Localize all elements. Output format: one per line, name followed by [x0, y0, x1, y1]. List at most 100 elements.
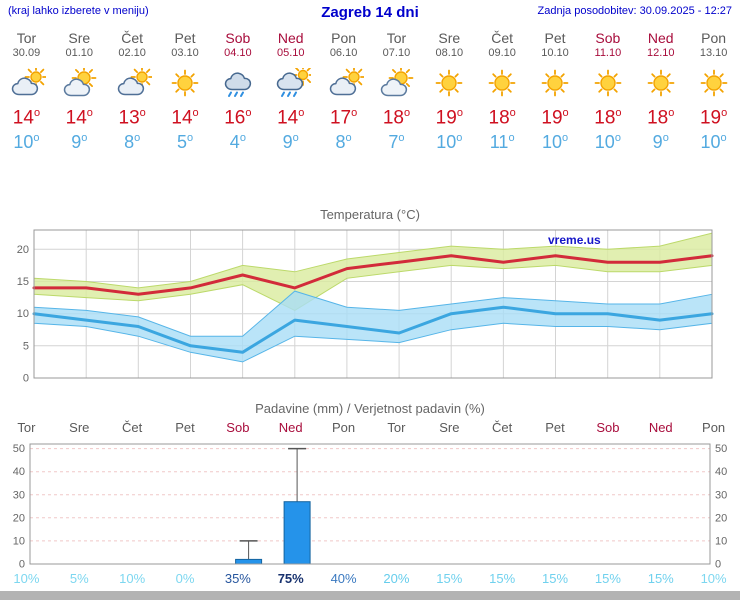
day-name: Pon	[701, 30, 727, 46]
day-column[interactable]: Pon 06.10 17o 8o	[317, 27, 370, 162]
day-column[interactable]: Čet 09.10 18o 11o	[476, 27, 529, 162]
day-date: 02.10	[118, 47, 146, 59]
weather-icon-sunny	[634, 65, 687, 101]
precip-probability: 20%	[383, 571, 410, 586]
day-date: 06.10	[329, 47, 358, 59]
day-name: Tor	[16, 30, 37, 46]
day-name: Čet	[491, 30, 514, 46]
day-column[interactable]: Čet 02.10 13o 8o	[106, 27, 159, 162]
day-column[interactable]: Pet 10.10 19o 10o	[529, 27, 582, 162]
weather-icon-mostly-cloudy	[317, 65, 370, 101]
svg-text:40: 40	[715, 466, 727, 478]
day-column[interactable]: Pon 13.10 19o 10o	[687, 27, 740, 162]
min-temperature: 11o	[489, 132, 515, 153]
day-date: 30.09	[12, 47, 41, 59]
location-menu-note: (kraj lahko izberete v meniju)	[8, 5, 149, 17]
weather-icon-sunny	[581, 65, 634, 101]
weather-icon-mostly-cloudy	[0, 65, 53, 101]
temperature-chart-section: Temperatura (°C) 0 5 10 15 20 vreme.us	[0, 206, 740, 384]
day-date: 03.10	[171, 47, 199, 59]
max-temperature: 19o	[435, 107, 463, 129]
max-temperature: 14o	[12, 107, 41, 129]
precip-probability: 10%	[119, 571, 146, 586]
precip-day-label: Pon	[332, 420, 356, 435]
svg-text:20: 20	[13, 512, 25, 524]
precip-day-label: Ned	[648, 420, 673, 435]
max-temperature: 16o	[224, 107, 252, 129]
topbar: (kraj lahko izberete v meniju) Zagreb 14…	[0, 0, 740, 27]
precip-day-label: Ned	[278, 420, 303, 435]
day-column[interactable]: Sob 11.10 18o 10o	[581, 27, 634, 162]
day-name: Pon	[331, 30, 357, 46]
day-date: 12.10	[646, 47, 675, 59]
weather-icon-sunny	[687, 65, 740, 101]
min-temperature: 9o	[652, 132, 669, 153]
min-temperature: 10o	[700, 132, 727, 153]
max-temperature: 18o	[488, 107, 516, 129]
day-date: 05.10	[276, 47, 305, 59]
precip-probability: 35%	[224, 571, 251, 586]
day-name: Čet	[121, 30, 144, 46]
day-name: Sre	[438, 30, 461, 46]
min-temperature: 7o	[388, 132, 405, 153]
min-temperature: 9o	[71, 132, 88, 153]
precip-probability: 15%	[594, 571, 621, 586]
max-temperature: 19o	[541, 107, 569, 129]
svg-text:30: 30	[715, 489, 727, 501]
precip-day-label: Tor	[17, 420, 36, 435]
max-temperature: 14o	[65, 107, 93, 129]
precipitation-chart-section: Padavine (mm) / Verjetnost padavin (%) T…	[0, 400, 740, 588]
weather-icon-partly-cloudy	[53, 65, 106, 101]
weather-icon-sunny	[529, 65, 582, 101]
precip-day-label: Čet	[492, 420, 513, 435]
day-name: Pet	[544, 30, 566, 46]
precip-day-label: Tor	[387, 420, 406, 435]
precip-probabilities-row: 10% 5% 10% 0% 35% 75% 40% 20% 15% 15% 15% 15% 15% 10%	[0, 570, 740, 588]
horizontal-scrollbar[interactable]	[0, 591, 740, 600]
day-name: Sre	[68, 30, 91, 46]
precip-probability: 10%	[13, 571, 40, 586]
day-date: 01.10	[65, 47, 94, 59]
svg-text:30: 30	[13, 489, 25, 501]
precip-probability: 40%	[330, 571, 357, 586]
min-temperature: 10o	[541, 132, 569, 153]
min-temperature: 8o	[124, 132, 141, 153]
day-column[interactable]: Sre 01.10 14o 9o	[53, 27, 106, 162]
max-temperature: 14o	[171, 107, 199, 129]
weather-icon-sunny	[423, 65, 476, 101]
max-temperature: 18o	[382, 107, 411, 129]
forecast-days-strip: Tor 30.09 14o 10o Sre 01.10 14o 9o Čet 02.10 13o 8o…	[0, 27, 740, 162]
day-date: 08.10	[435, 47, 464, 59]
day-column[interactable]: Ned 05.10 14o 9o	[264, 27, 317, 162]
svg-text:10: 10	[13, 535, 25, 547]
precip-probability: 15%	[542, 571, 569, 586]
min-temperature: 4o	[229, 132, 246, 153]
min-temperature: 10o	[436, 132, 463, 153]
svg-text:10: 10	[17, 308, 29, 320]
max-temperature: 19o	[699, 107, 728, 129]
svg-text:10: 10	[715, 535, 727, 547]
day-column[interactable]: Ned 12.10 18o 9o	[634, 27, 687, 162]
day-date: 07.10	[382, 47, 411, 59]
precipitation-chart: 0 0 10 10 20 20 30 30 40 40 50 50	[13, 443, 728, 571]
precip-day-label: Pet	[175, 420, 195, 435]
svg-text:0: 0	[715, 559, 721, 571]
precip-day-label: Čet	[122, 420, 143, 435]
day-column[interactable]: Sre 08.10 19o 10o	[423, 27, 476, 162]
svg-text:0: 0	[19, 559, 25, 571]
day-column[interactable]: Tor 30.09 14o 10o	[0, 27, 53, 162]
temperature-chart: 0 5 10 15 20 vreme.us	[17, 229, 714, 384]
weather-icon-rain	[211, 65, 264, 101]
day-name: Pet	[174, 30, 196, 46]
day-column[interactable]: Pet 03.10 14o 5o	[159, 27, 212, 162]
max-temperature: 17o	[329, 107, 358, 129]
day-name: Ned	[277, 30, 304, 46]
precip-day-label: Sre	[69, 420, 90, 435]
max-temperature: 18o	[647, 107, 675, 129]
svg-text:5: 5	[23, 340, 29, 352]
day-column[interactable]: Sob 04.10 16o 4o	[211, 27, 264, 162]
day-column[interactable]: Tor 07.10 18o 7o	[370, 27, 423, 162]
day-date: 04.10	[224, 47, 252, 59]
day-date: 09.10	[488, 47, 516, 59]
